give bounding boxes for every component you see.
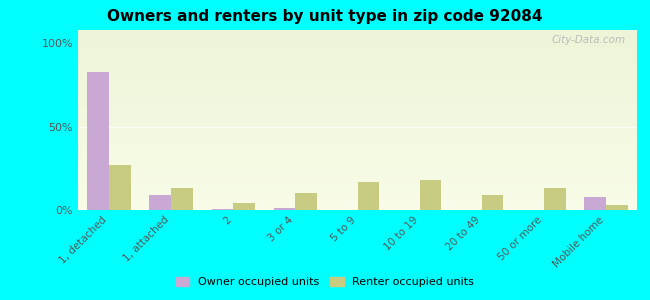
Legend: Owner occupied units, Renter occupied units: Owner occupied units, Renter occupied un…	[171, 272, 479, 291]
Bar	[150, 195, 171, 210]
Text: Owners and renters by unit type in zip code 92084: Owners and renters by unit type in zip c…	[107, 9, 543, 24]
Bar	[233, 203, 255, 210]
Bar	[211, 209, 233, 210]
Bar	[171, 188, 193, 210]
Bar	[584, 197, 606, 210]
Bar	[482, 195, 504, 210]
Text: City-Data.com: City-Data.com	[552, 35, 626, 45]
Bar	[295, 193, 317, 210]
Bar	[87, 72, 109, 210]
Bar	[544, 188, 566, 210]
Bar	[420, 180, 441, 210]
Bar	[606, 205, 628, 210]
Bar	[109, 165, 131, 210]
Bar	[274, 208, 295, 210]
Bar	[358, 182, 379, 210]
